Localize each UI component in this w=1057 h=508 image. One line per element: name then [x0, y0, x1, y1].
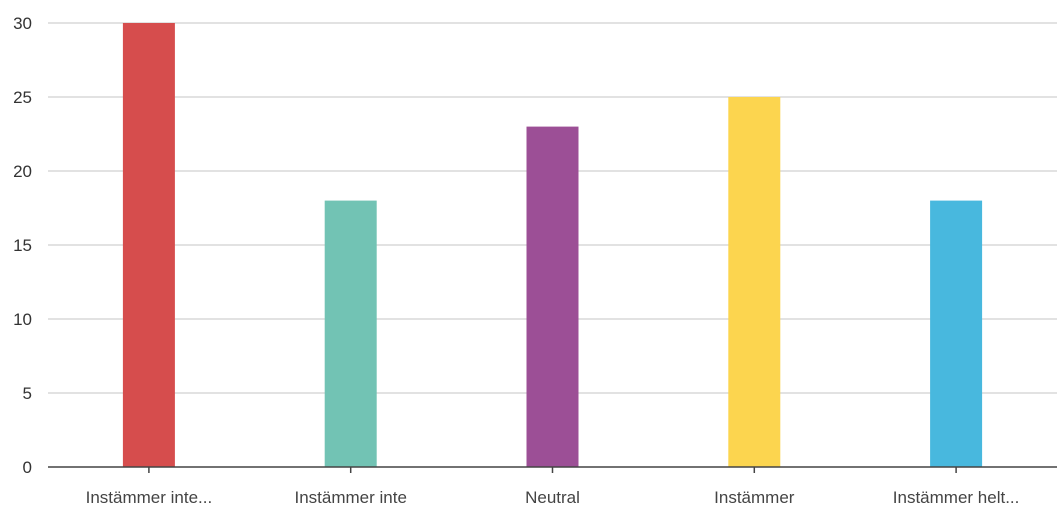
bar	[526, 126, 579, 467]
x-tick-label: Instämmer	[714, 488, 795, 507]
y-tick-label: 25	[13, 88, 32, 107]
y-tick-label: 0	[23, 458, 32, 477]
x-tick-label: Instämmer helt...	[893, 488, 1020, 507]
bar	[122, 23, 175, 467]
y-tick-label: 5	[23, 384, 32, 403]
x-tick-label: Neutral	[525, 488, 580, 507]
x-tick-label: Instämmer inte...	[86, 488, 213, 507]
y-tick-label: 15	[13, 236, 32, 255]
bar	[728, 97, 781, 467]
x-axis-ticks: Instämmer inte... Instämmer inte Neutral In…	[86, 467, 1020, 507]
y-tick-label: 30	[13, 14, 32, 33]
y-axis-ticks: 0 5 10 15 20 25 30	[13, 14, 32, 477]
y-tick-label: 10	[13, 310, 32, 329]
x-tick-label: Instämmer inte	[294, 488, 406, 507]
bars	[122, 23, 983, 467]
bar	[324, 200, 377, 467]
y-tick-label: 20	[13, 162, 32, 181]
bar	[930, 200, 983, 467]
